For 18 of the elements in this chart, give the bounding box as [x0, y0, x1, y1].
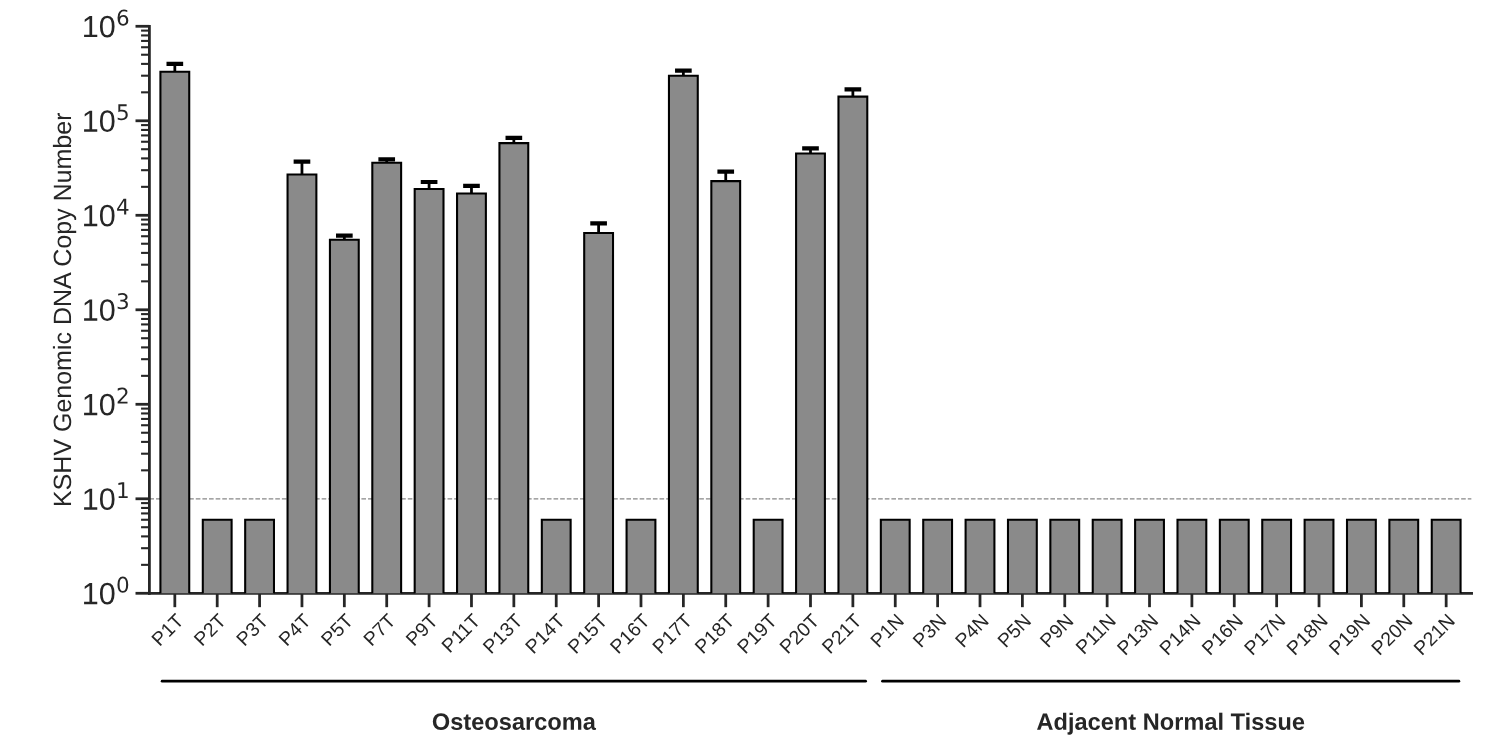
y-axis-title: KSHV Genomic DNA Copy Number: [52, 112, 77, 506]
y-tick-label: 10$^{4}$: [84, 198, 129, 227]
x-tick-label: P5T: [320, 612, 355, 647]
y-tick-label: 10$^{0}$: [84, 576, 129, 605]
y-tick-label: 10$^{1}$: [84, 482, 128, 510]
y-tick-label: 10$^{2}$: [84, 387, 128, 416]
x-tick-label: P9T: [405, 612, 439, 647]
x-tick-label: P2T: [193, 612, 227, 647]
y-tick-label: 10$^{3}$: [84, 293, 128, 321]
x-tick-label: P3N: [912, 613, 947, 648]
text: Adjacent Normal Tissue: [1037, 712, 1305, 735]
y-tick-label: 10$^{6}$: [84, 9, 129, 38]
x-tick-label: P4T: [278, 612, 312, 647]
x-tick-label: P1T: [151, 612, 185, 647]
text: Osteosarcoma: [432, 713, 597, 731]
x-tick-label: P3T: [235, 612, 270, 647]
y-tick-label: 10$^{5}$: [84, 104, 128, 132]
x-tick-label: P7T: [363, 612, 397, 647]
